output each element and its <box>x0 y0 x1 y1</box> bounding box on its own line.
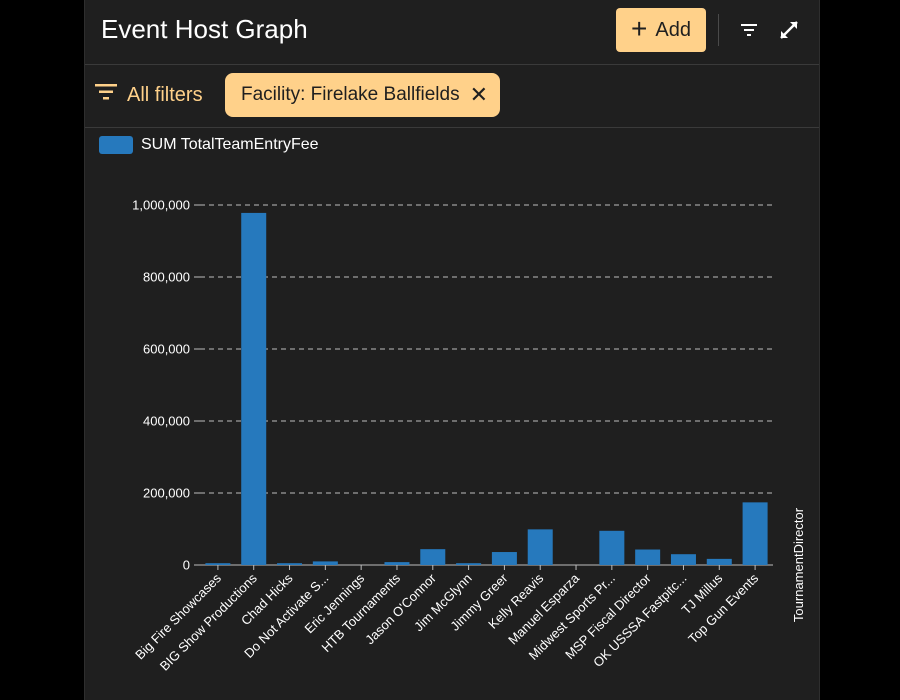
legend-label: SUM TotalTeamEntryFee <box>141 136 319 153</box>
x-axis-title: TournamentDirector <box>791 507 806 622</box>
bar <box>456 563 482 565</box>
panel-title: Event Host Graph <box>101 14 308 44</box>
panel-header: Event Host Graph + Add <box>85 0 819 65</box>
y-tick-label: 600,000 <box>143 342 190 357</box>
bar <box>205 563 231 565</box>
bar <box>420 549 446 565</box>
bar <box>312 561 338 565</box>
bar <box>527 529 553 565</box>
bar <box>670 554 696 565</box>
bar <box>241 212 267 566</box>
filter-bar: All filters Facility: Firelake Ballfield… <box>85 65 819 128</box>
filter-icon <box>95 83 117 107</box>
chart-legend: SUM TotalTeamEntryFee <box>99 136 319 154</box>
y-tick-label: 1,000,000 <box>132 198 190 213</box>
legend-swatch <box>99 136 133 154</box>
expand-icon[interactable] <box>778 19 800 46</box>
bar <box>277 563 303 565</box>
bar <box>599 530 625 565</box>
close-icon[interactable]: ✕ <box>469 82 489 107</box>
bar-chart: 0200,000400,000600,000800,0001,000,000Bi… <box>132 198 806 674</box>
add-button-label: Add <box>655 18 691 41</box>
all-filters-button[interactable]: All filters <box>95 83 203 107</box>
filter-lines-icon[interactable] <box>740 22 758 43</box>
bar <box>384 562 410 565</box>
bar <box>635 549 661 565</box>
y-tick-label: 200,000 <box>143 486 190 501</box>
y-tick-label: 400,000 <box>143 414 190 429</box>
y-tick-label: 800,000 <box>143 270 190 285</box>
add-button[interactable]: + Add <box>616 8 706 52</box>
bar <box>706 558 732 565</box>
chart-panel: Event Host Graph + Add <box>84 0 820 700</box>
plus-icon: + <box>631 12 648 44</box>
bar <box>491 552 517 565</box>
facility-filter-label: Facility: Firelake Ballfields <box>241 84 460 105</box>
y-tick-label: 0 <box>183 558 190 573</box>
facility-filter-chip[interactable]: Facility: Firelake Ballfields ✕ <box>225 73 501 117</box>
all-filters-label: All filters <box>127 83 203 106</box>
header-divider <box>718 14 719 46</box>
bar <box>742 502 768 565</box>
